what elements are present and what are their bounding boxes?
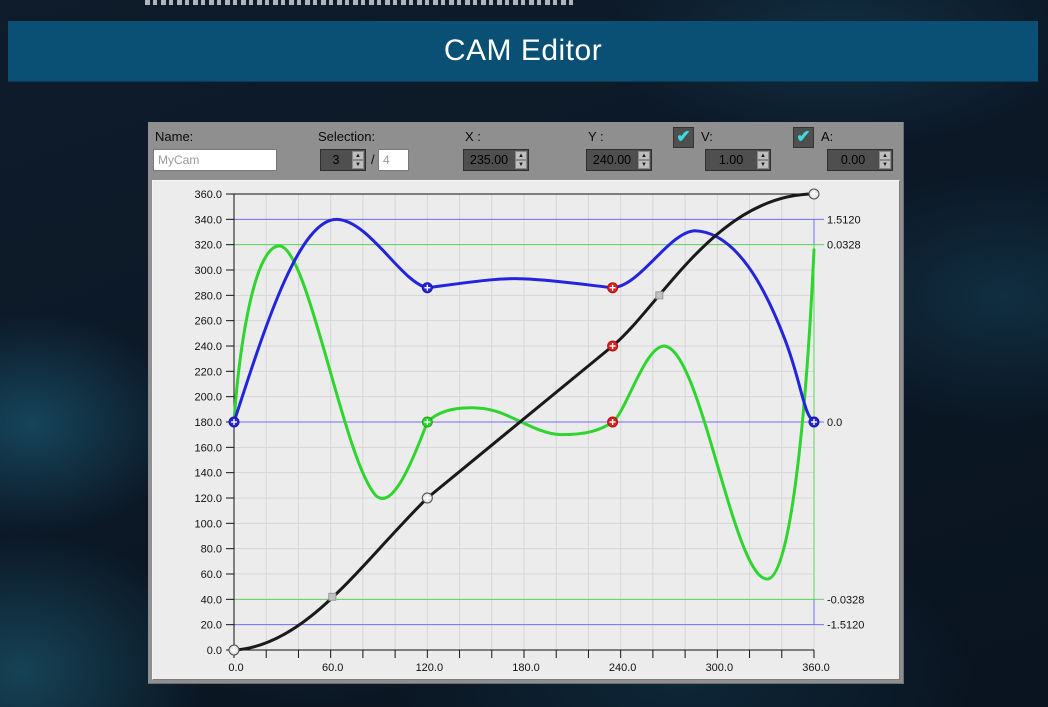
x-spinner[interactable]: 235.00 ▲ ▼ [463, 149, 529, 171]
spinner-down-icon[interactable]: ▼ [879, 160, 891, 169]
x-tick-label: 240.0 [609, 662, 637, 674]
selection-index-spinner[interactable]: 3 ▲ ▼ [320, 149, 366, 171]
spinner-up-icon[interactable]: ▲ [515, 151, 527, 160]
name-input[interactable]: MyCam [153, 149, 277, 171]
cam-editor-panel: Name: MyCam Selection: 3 ▲ ▼ / 4 X : 235… [148, 122, 904, 684]
acceleration-curve [232, 244, 816, 581]
y-tick-label: 280.0 [194, 290, 222, 302]
check-icon: ✔ [796, 127, 811, 146]
name-label: Name: [155, 129, 194, 144]
y-tick-label: 40.0 [201, 594, 222, 606]
y-tick-label: 360.0 [194, 189, 222, 201]
y-tick-label: 140.0 [194, 468, 222, 480]
right-axis-label: -1.5120 [827, 620, 864, 632]
y-tick-label: 320.0 [194, 240, 222, 252]
x-tick-label: 300.0 [706, 662, 734, 674]
curve-handle[interactable] [328, 592, 337, 601]
spinner-up-icon[interactable]: ▲ [879, 151, 891, 160]
selection-separator: / [371, 152, 375, 167]
spinner-down-icon[interactable]: ▼ [515, 160, 527, 169]
spinner-up-icon[interactable]: ▲ [757, 151, 769, 160]
y-tick-label: 20.0 [201, 620, 222, 632]
a-label: A: [821, 129, 834, 144]
x-tick-label: 180.0 [512, 662, 540, 674]
right-axis-label: -0.0328 [827, 594, 864, 606]
y-tick-label: 240.0 [194, 341, 222, 353]
v-spinner[interactable]: 1.00 ▲ ▼ [705, 149, 771, 171]
selection-index-value: 3 [332, 153, 340, 167]
x-value: 235.00 [469, 153, 509, 167]
spinner-up-icon[interactable]: ▲ [638, 151, 650, 160]
a-value: 0.00 [840, 153, 866, 167]
a-spinner[interactable]: 0.00 ▲ ▼ [827, 149, 893, 171]
spinner-down-icon[interactable]: ▼ [638, 160, 650, 169]
v-checkbox[interactable]: ✔ [673, 127, 694, 148]
y-tick-label: 120.0 [194, 493, 222, 505]
y-tick-label: 180.0 [194, 417, 222, 429]
y-tick-label: 80.0 [201, 544, 222, 556]
cam-chart[interactable]: 1.5120 0.0328 0.0 -0.0328 -1.5120 0.0 20.0 40.0… [153, 181, 899, 679]
right-axis-label: 1.5120 [827, 214, 861, 226]
v-value: 1.00 [718, 153, 744, 167]
x-tick-label: 120.0 [416, 662, 444, 674]
selection-total-input[interactable]: 4 [378, 149, 409, 171]
page-title: CAM Editor [443, 34, 603, 67]
a-checkbox[interactable]: ✔ [793, 127, 814, 148]
y-tick-label: 260.0 [194, 316, 222, 328]
y-spinner[interactable]: 240.00 ▲ ▼ [586, 149, 652, 171]
y-label: Y : [588, 129, 604, 144]
x-tick-label: 360.0 [802, 662, 830, 674]
spinner-up-icon[interactable]: ▲ [352, 151, 364, 160]
y-tick-label: 340.0 [194, 214, 222, 226]
y-tick-label: 200.0 [194, 392, 222, 404]
x-tick-label: 60.0 [322, 662, 343, 674]
velocity-curve [232, 217, 816, 424]
v-label: V: [701, 129, 713, 144]
y-value: 240.00 [592, 153, 632, 167]
title-bar: CAM Editor [8, 21, 1038, 82]
spinner-down-icon[interactable]: ▼ [352, 160, 364, 169]
x-label: X : [465, 129, 481, 144]
check-icon: ✔ [676, 127, 691, 146]
position-curve [232, 192, 816, 652]
y-tick-label: 0.0 [207, 645, 222, 657]
spinner-down-icon[interactable]: ▼ [757, 160, 769, 169]
curve-handle[interactable] [655, 291, 664, 300]
y-tick-label: 100.0 [194, 518, 222, 530]
clipped-header-text [145, 0, 577, 5]
y-tick-label: 160.0 [194, 442, 222, 454]
selection-label: Selection: [318, 129, 376, 144]
right-axis-label: 0.0 [827, 417, 842, 429]
right-axis-label: 0.0328 [827, 240, 861, 252]
x-tick-label: 0.0 [228, 662, 243, 674]
chart-container: 1.5120 0.0328 0.0 -0.0328 -1.5120 0.0 20.0 40.0… [152, 180, 900, 680]
y-tick-label: 300.0 [194, 265, 222, 277]
y-tick-label: 60.0 [201, 569, 222, 581]
y-tick-label: 220.0 [194, 366, 222, 378]
